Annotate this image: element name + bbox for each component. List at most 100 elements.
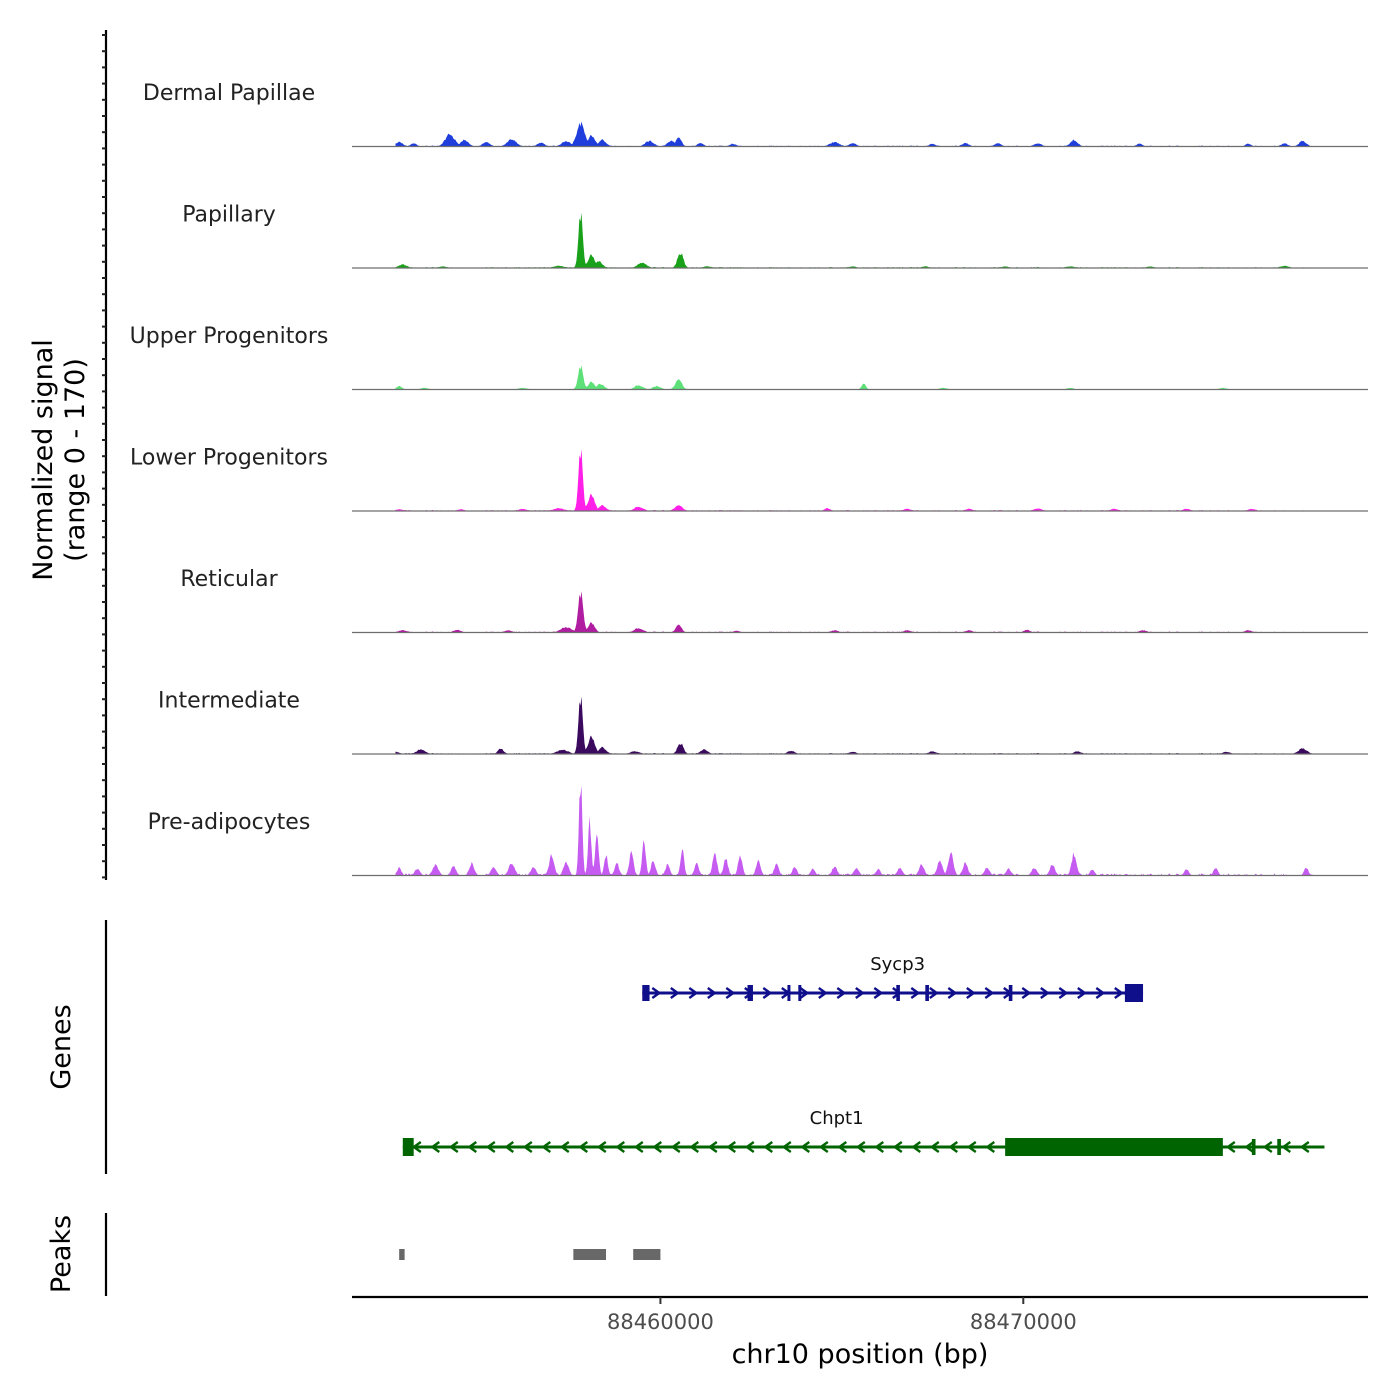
strand-chevron: [1095, 987, 1106, 999]
strand-chevron: [929, 1141, 940, 1153]
peaks-label: Peaks: [46, 1215, 77, 1293]
coverage-track: Pre-adipocytes: [148, 785, 1368, 877]
strand-chevron: [744, 1141, 755, 1153]
strand-chevron: [430, 1141, 440, 1153]
strand-chevron: [448, 1141, 459, 1153]
gene-model: Chpt1: [402, 1108, 1325, 1156]
strand-chevron: [762, 987, 773, 999]
strand-chevron: [688, 987, 699, 999]
strand-chevron: [1262, 1141, 1273, 1153]
strand-chevron: [1281, 1141, 1291, 1153]
strand-chevron: [467, 1141, 477, 1153]
gene-exon: [1008, 985, 1013, 1001]
x-axis-label: chr10 position (bp): [732, 1339, 989, 1370]
track-signal-area: [395, 696, 1314, 754]
strand-chevron: [781, 1141, 792, 1153]
track-label: Papillary: [182, 203, 276, 228]
track-signal-area: [395, 785, 1314, 876]
gene-name: Chpt1: [810, 1108, 864, 1129]
strand-chevron: [800, 1141, 810, 1153]
strand-chevron: [799, 987, 810, 999]
coverage-track: Intermediate: [158, 689, 1368, 755]
strand-chevron: [911, 1141, 921, 1153]
strand-chevron: [1077, 987, 1087, 999]
coverage-y-label: Normalized signal (range 0 - 170): [28, 339, 91, 581]
x-tick-label: 88460000: [607, 1310, 714, 1334]
track-label: Upper Progenitors: [130, 324, 329, 349]
track-signal-area: [395, 449, 1314, 511]
gene-exon: [1005, 1138, 1223, 1156]
track-signal-area: [395, 591, 1314, 633]
strand-chevron: [485, 1141, 496, 1153]
strand-chevron: [652, 1141, 662, 1153]
gene-exon: [402, 1138, 414, 1156]
strand-chevron: [651, 987, 662, 999]
track-label: Dermal Papillae: [143, 81, 315, 106]
strand-chevron: [670, 1141, 681, 1153]
genes-panel: Genes Sycp3 Chpt1: [46, 920, 1325, 1174]
gene-exon: [896, 985, 900, 1001]
track-signal-area: [395, 212, 1314, 268]
x-axis: 88460000 88470000 chr10 position (bp): [352, 1295, 1368, 1370]
strand-chevron: [1244, 1141, 1254, 1153]
strand-chevron: [984, 987, 995, 999]
strand-chevron: [818, 987, 828, 999]
strand-chevron: [1299, 1141, 1310, 1153]
coverage-track: Upper Progenitors: [130, 324, 1368, 391]
y-label-line1: Normalized signal: [28, 339, 59, 581]
gene-exon: [787, 985, 791, 1001]
strand-chevron: [948, 1141, 958, 1153]
track-label: Lower Progenitors: [130, 446, 328, 471]
coverage-track: Papillary: [182, 203, 1368, 269]
coverage-track: Reticular: [180, 567, 1368, 634]
track-label: Reticular: [180, 567, 278, 592]
y-label-line2: (range 0 - 170): [60, 358, 91, 562]
gene-exon: [642, 985, 650, 1001]
peak-region: [573, 1249, 606, 1260]
strand-chevron: [615, 1141, 625, 1153]
strand-chevron: [1040, 987, 1050, 999]
strand-chevron: [985, 1141, 995, 1153]
peak-region: [399, 1249, 405, 1260]
strand-chevron: [763, 1141, 773, 1153]
strand-chevron: [670, 987, 680, 999]
strand-chevron: [855, 987, 865, 999]
gene-model: Sycp3: [642, 954, 1144, 1002]
strand-chevron: [707, 1141, 718, 1153]
strand-chevron: [596, 1141, 607, 1153]
strand-chevron: [633, 1141, 644, 1153]
strand-chevron: [837, 1141, 847, 1153]
track-label: Intermediate: [158, 689, 300, 714]
strand-chevron: [559, 1141, 570, 1153]
strand-chevron: [726, 1141, 736, 1153]
strand-chevron: [504, 1141, 514, 1153]
strand-chevron: [910, 987, 921, 999]
gene-exon: [1124, 984, 1144, 1002]
strand-chevron: [929, 987, 939, 999]
strand-chevron: [966, 987, 976, 999]
coverage-track: Dermal Papillae: [143, 81, 1368, 148]
strand-chevron: [707, 987, 717, 999]
strand-chevron: [725, 987, 736, 999]
strand-chevron: [522, 1141, 533, 1153]
strand-chevron: [892, 1141, 903, 1153]
genes-label: Genes: [46, 1004, 77, 1089]
strand-chevron: [818, 1141, 829, 1153]
gene-exon: [1277, 1139, 1281, 1155]
gene-exon: [1251, 1139, 1256, 1155]
x-tick-label: 88470000: [970, 1310, 1077, 1334]
gene-name: Sycp3: [870, 954, 925, 975]
coverage-y-ticks: [102, 34, 106, 879]
peak-region: [633, 1249, 661, 1260]
strand-chevron: [1225, 1141, 1236, 1153]
gene-exon: [798, 985, 802, 1001]
strand-chevron: [1021, 987, 1032, 999]
strand-chevron: [873, 987, 884, 999]
strand-chevron: [1058, 987, 1069, 999]
strand-chevron: [411, 1141, 422, 1153]
track-signal-area: [395, 365, 1314, 390]
strand-chevron: [1114, 987, 1124, 999]
peaks-panel: Peaks: [46, 1213, 661, 1296]
track-label: Pre-adipocytes: [148, 810, 311, 835]
